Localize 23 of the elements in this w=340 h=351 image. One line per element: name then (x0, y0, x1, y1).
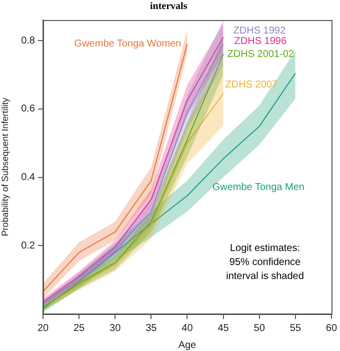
series-label: ZDHS 1996 (234, 36, 287, 47)
x-tick-label: 50 (254, 322, 266, 334)
y-tick-label: 0.2 (21, 240, 36, 252)
series-label: ZDHS 2007 (225, 79, 278, 90)
x-tick-label: 35 (146, 322, 158, 334)
x-tick-label: 20 (37, 322, 49, 334)
x-axis-title: Age (178, 340, 197, 351)
y-axis-title: Probability of Subsequent Infertility (0, 97, 10, 236)
y-tick-label: 0.6 (21, 104, 36, 115)
y-tick-label: 0.8 (21, 35, 36, 46)
x-tick-label: 55 (290, 322, 302, 334)
x-tick-label: 60 (326, 322, 338, 334)
series-label: ZDHS 1992 (233, 26, 286, 37)
y-tick-label: 0.4 (21, 172, 36, 184)
x-tick-label: 45 (218, 322, 230, 334)
series-label: ZDHS 2001-02 (227, 48, 294, 60)
series-label: Gwembe Tonga Women (74, 38, 182, 50)
x-tick-label: 40 (182, 322, 194, 334)
series-label: Gwembe Tonga Men (212, 182, 304, 194)
x-tick-label: 25 (73, 322, 86, 334)
chart-title: intervals (150, 1, 188, 12)
x-tick-label: 30 (110, 322, 122, 334)
annotation: Logit estimates: 95% confidence interval is shaded (226, 242, 304, 282)
